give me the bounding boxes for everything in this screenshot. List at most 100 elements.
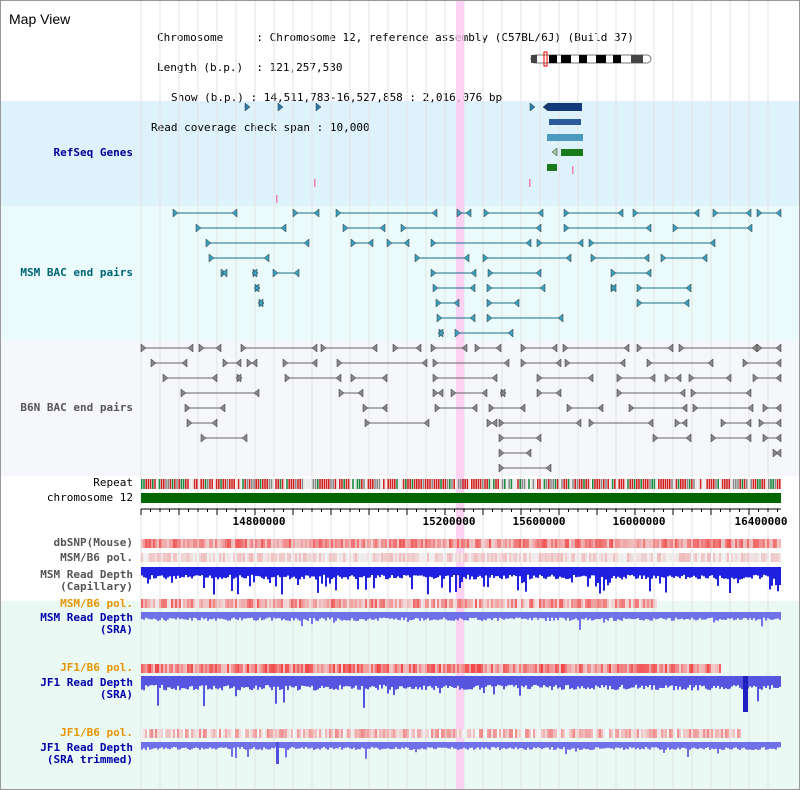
read-depth-bar	[387, 567, 389, 580]
read-depth-bar	[653, 742, 655, 748]
heatmap-cell	[335, 729, 337, 738]
msm-bac-end	[367, 238, 374, 248]
heatmap-cell	[455, 729, 457, 738]
read-depth-bar	[455, 567, 457, 592]
read-depth-bar	[597, 612, 599, 620]
heatmap-cell	[263, 729, 265, 738]
heatmap-cell	[475, 729, 477, 738]
read-depth-bar	[691, 742, 693, 749]
repeat-element	[671, 479, 673, 489]
heatmap-cell	[683, 729, 685, 738]
heatmap-cell	[237, 553, 239, 562]
b6n-bac-end	[636, 343, 643, 353]
read-depth-bar	[651, 567, 653, 579]
chromosome-ideogram[interactable]	[530, 51, 652, 67]
heatmap-cell	[211, 729, 213, 738]
read-depth-bar	[623, 676, 625, 689]
read-depth-bar	[631, 567, 633, 575]
read-depth-bar	[711, 742, 713, 749]
heatmap-cell	[169, 729, 171, 738]
heatmap-cell	[481, 539, 483, 548]
read-depth-bar	[423, 612, 425, 621]
heatmap-cell	[381, 599, 383, 608]
heatmap-cell	[749, 553, 751, 562]
read-depth-bar	[501, 676, 503, 686]
heatmap-cell	[539, 599, 541, 608]
heatmap-cell	[233, 539, 235, 548]
read-depth-bar	[729, 567, 731, 593]
read-depth-bar	[311, 612, 313, 625]
b6n-bac-features[interactable]	[140, 343, 782, 473]
heatmap-cell	[433, 553, 435, 562]
heatmap-cell	[535, 729, 537, 738]
read-depth-bar	[647, 612, 649, 620]
read-depth-bar	[327, 612, 329, 618]
heatmap-cell	[647, 729, 649, 738]
heatmap-cell	[485, 729, 487, 738]
heatmap-cell	[235, 664, 237, 673]
heatmap-cell	[507, 539, 509, 548]
repeat-element	[255, 479, 257, 489]
heatmap-cell	[409, 599, 411, 608]
read-depth-bar	[441, 676, 443, 688]
heatmap-cell	[479, 664, 481, 673]
repeat-element	[636, 479, 638, 489]
msm-bac-end	[577, 238, 584, 248]
heatmap-cell	[279, 729, 281, 738]
b6n-bac-end	[575, 418, 582, 428]
heatmap-cell	[429, 553, 431, 562]
heatmap-cell	[437, 599, 439, 608]
heatmap-cell	[163, 729, 165, 738]
label-repeat: Repeat	[93, 476, 133, 489]
read-depth-bar	[203, 567, 205, 588]
heatmap-cell	[633, 553, 635, 562]
refseq-features[interactable]	[244, 102, 583, 203]
heatmap-cell	[141, 664, 143, 673]
msm-bac-features[interactable]	[172, 208, 782, 338]
heatmap-cell	[453, 599, 455, 608]
read-depth-bar	[375, 567, 377, 579]
read-depth-bar	[499, 612, 501, 618]
b6n-bac-end	[536, 373, 543, 383]
read-depth-bar	[223, 742, 225, 748]
heatmap-cell	[739, 553, 741, 562]
read-depth-bar	[373, 567, 375, 589]
read-depth-bar	[443, 676, 445, 687]
b6n-bac-end	[498, 448, 505, 458]
read-depth-bar	[695, 567, 697, 578]
b6n-bac-end	[551, 343, 558, 353]
b6n-bac-end	[211, 418, 218, 428]
heatmap-cell	[661, 553, 663, 562]
b6n-bac-end	[253, 388, 260, 398]
b6n-bac-end	[284, 373, 291, 383]
heatmap-cell	[299, 539, 301, 548]
heatmap-cell	[637, 539, 639, 548]
heatmap-cell	[415, 599, 417, 608]
heatmap-cell	[341, 599, 343, 608]
read-depth-bar	[409, 742, 411, 750]
read-depth-bar	[733, 676, 735, 686]
read-depth-bar	[209, 676, 211, 689]
page-title: Map View	[9, 11, 71, 27]
heatmap-cell	[277, 539, 279, 548]
heatmap-cell	[291, 664, 293, 673]
heatmap-cell	[615, 599, 617, 608]
read-depth-bar	[677, 567, 679, 577]
read-depth-bar	[273, 612, 275, 618]
heatmap-cell	[201, 664, 203, 673]
heatmap-cell	[439, 599, 441, 608]
heatmap-cell	[461, 664, 463, 673]
heatmap-cell	[597, 599, 599, 608]
repeat-element	[710, 479, 713, 489]
heatmap-cell	[529, 539, 531, 548]
heatmap-cell	[285, 539, 287, 548]
read-depth-bar	[711, 612, 713, 618]
read-depth-bar	[689, 612, 691, 620]
heatmap-cell	[305, 664, 307, 673]
b6n-bac-end	[710, 433, 717, 443]
repeat-element	[314, 479, 317, 489]
heatmap-cell	[547, 664, 549, 673]
heatmap-cell	[715, 553, 717, 562]
heatmap-cell	[605, 553, 607, 562]
